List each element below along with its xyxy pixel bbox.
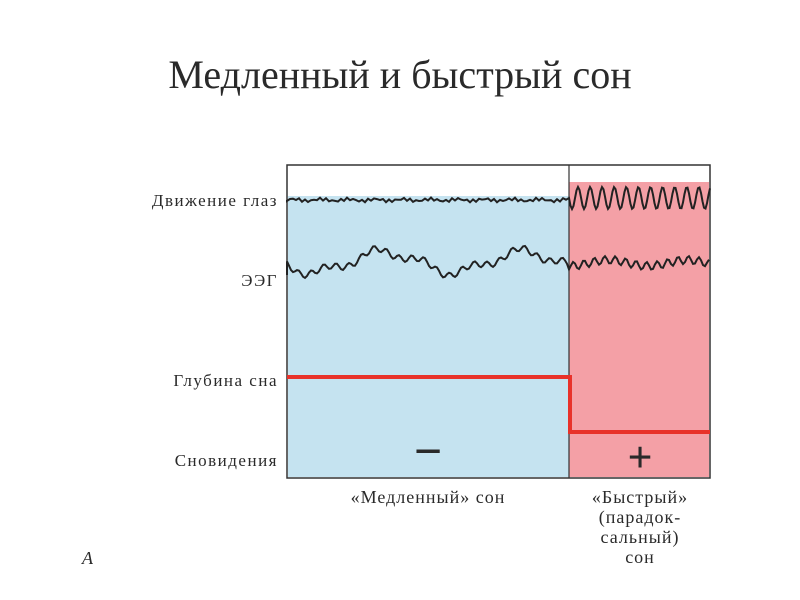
slide-title: Медленный и быстрый сон [168,52,631,97]
phase-label: «Быстрый» [592,487,688,507]
row-label: Глубина сна [173,371,278,390]
slow-sleep-area [288,196,569,477]
phase-label: «Медленный» сон [351,487,506,507]
sleep-depth-line [287,375,710,434]
row-label: ЭЭГ [241,271,278,290]
figure-letter: A [81,548,94,568]
phase-label: сальный) [601,527,680,548]
phase-label: (парадок- [599,507,682,528]
row-label: Движение глаз [152,191,278,210]
row-label: Сновидения [175,451,278,470]
eeg-trace [286,244,710,280]
phase-label: сон [625,547,655,567]
fast-sleep-area [569,182,709,477]
dreams-sign: + [627,433,652,482]
eye-movement-trace [286,184,711,212]
dreams-sign: − [414,423,443,479]
